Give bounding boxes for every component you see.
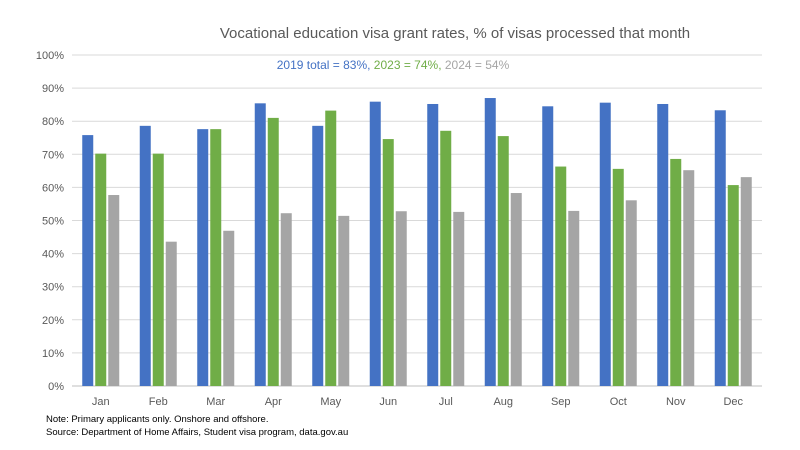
- bar-2019-mar: [197, 129, 209, 387]
- bar-2019-aug: [484, 98, 496, 386]
- bar-2024-dec: [740, 177, 752, 386]
- y-tick-label: 70%: [42, 149, 64, 161]
- y-tick-label: 20%: [42, 315, 64, 327]
- bar-2023-jul: [440, 130, 452, 386]
- x-tick-label: Feb: [149, 396, 168, 408]
- x-tick-label: Jun: [379, 396, 397, 408]
- bar-2019-oct: [599, 102, 611, 386]
- x-tick-label: Jan: [92, 396, 110, 408]
- bar-2024-jan: [108, 195, 120, 386]
- footnotes: Note: Primary applicants only. Onshore a…: [46, 413, 348, 439]
- subtitle-segment: 2019 total = 83%,: [277, 58, 371, 72]
- chart-subtitle: 2019 total = 83%, 2023 = 74%, 2024 = 54%: [277, 58, 510, 72]
- bar-2023-apr: [267, 117, 279, 386]
- bar-2019-nov: [657, 103, 669, 386]
- bar-2024-mar: [223, 230, 235, 386]
- y-tick-label: 50%: [42, 216, 64, 228]
- bar-2019-jul: [427, 103, 439, 386]
- bar-2019-dec: [714, 110, 726, 386]
- bar-2024-aug: [510, 193, 522, 386]
- bar-2019-apr: [254, 103, 266, 387]
- x-tick-label: Aug: [493, 396, 513, 408]
- bar-2024-feb: [165, 241, 177, 386]
- bar-2023-sep: [555, 166, 567, 386]
- chart-title: Vocational education visa grant rates, %…: [220, 25, 690, 42]
- x-tick-label: Dec: [723, 396, 743, 408]
- bar-2024-jun: [395, 211, 407, 386]
- y-tick-label: 10%: [42, 348, 64, 360]
- subtitle-segment: 2024 = 54%: [442, 58, 510, 72]
- bar-2023-aug: [497, 136, 509, 386]
- bar-2023-feb: [152, 153, 164, 386]
- bar-2023-jan: [95, 153, 107, 386]
- y-tick-label: 0%: [48, 381, 64, 393]
- y-tick-label: 100%: [36, 50, 64, 62]
- y-tick-label: 30%: [42, 282, 64, 294]
- bar-2024-may: [338, 215, 350, 386]
- bar-2023-mar: [210, 129, 222, 387]
- bar-2019-sep: [542, 106, 554, 387]
- x-tick-label: Apr: [265, 396, 282, 408]
- x-tick-label: Nov: [666, 396, 686, 408]
- bars: [82, 98, 752, 387]
- bar-2019-feb: [139, 125, 151, 387]
- bar-2023-dec: [727, 185, 739, 386]
- x-tick-label: Mar: [206, 396, 225, 408]
- bar-2023-nov: [670, 158, 682, 386]
- y-tick-label: 60%: [42, 182, 64, 194]
- bar-2024-oct: [625, 200, 637, 386]
- gridlines: [72, 54, 762, 387]
- bar-2023-jun: [382, 139, 394, 386]
- bar-2019-jun: [369, 101, 381, 387]
- note-text: Note: Primary applicants only. Onshore a…: [46, 414, 269, 425]
- y-tick-label: 80%: [42, 116, 64, 128]
- x-tick-label: Oct: [610, 396, 627, 408]
- y-tick-label: 90%: [42, 83, 64, 95]
- y-tick-label: 40%: [42, 249, 64, 261]
- bar-2019-may: [312, 125, 324, 387]
- bar-2024-sep: [568, 210, 580, 386]
- x-tick-label: Sep: [551, 396, 571, 408]
- y-axis: 0% 10% 20% 30% 40% 50% 60% 70% 80% 90% 100%: [36, 50, 64, 393]
- bar-2023-oct: [612, 168, 624, 386]
- bar-2024-jul: [453, 211, 465, 386]
- x-axis: Jan Feb Mar Apr May Jun Jul Aug Sep Oct Nov Dec: [92, 396, 744, 408]
- x-tick-label: Jul: [439, 396, 453, 408]
- source-text: Source: Department of Home Affairs, Stud…: [46, 427, 349, 438]
- bar-2024-nov: [683, 170, 695, 386]
- x-tick-label: May: [320, 396, 341, 408]
- subtitle-segment: 2023 = 74%,: [370, 58, 441, 72]
- bar-2024-apr: [280, 213, 292, 386]
- bar-2023-may: [325, 110, 337, 386]
- bar-2019-jan: [82, 135, 94, 386]
